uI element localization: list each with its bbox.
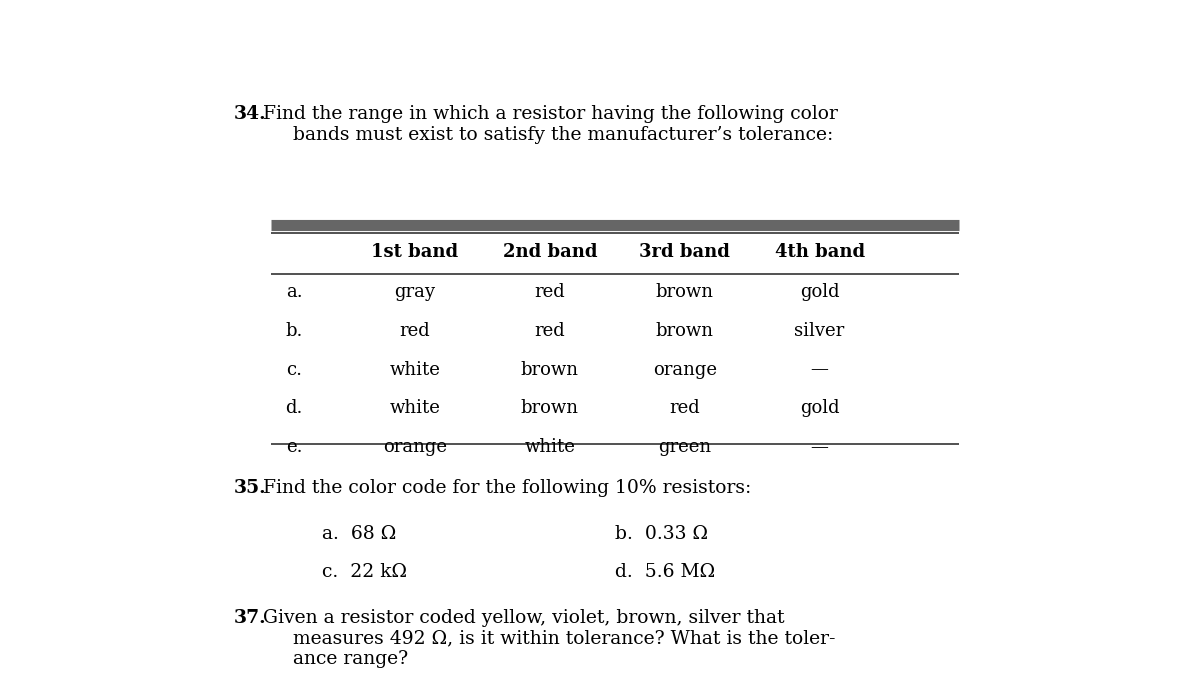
Text: 34.: 34. [234,106,266,124]
Text: —: — [811,438,828,456]
Text: gray: gray [395,283,436,301]
Text: c.: c. [286,361,302,379]
Text: orange: orange [653,361,716,379]
Text: red: red [400,322,431,340]
Text: d.: d. [286,399,302,417]
Text: Given a resistor coded yellow, violet, brown, silver that
      measures 492 Ω, : Given a resistor coded yellow, violet, b… [257,609,835,668]
Text: brown: brown [521,399,578,417]
Text: b.: b. [286,322,302,340]
Text: silver: silver [794,322,845,340]
Text: gold: gold [799,283,840,301]
Text: a.: a. [286,283,302,301]
Text: red: red [534,283,565,301]
Text: 4th band: 4th band [774,243,865,261]
Text: a.  68 Ω: a. 68 Ω [322,525,396,543]
Text: Find the color code for the following 10% resistors:: Find the color code for the following 10… [257,480,751,498]
Text: orange: orange [383,438,448,456]
Text: 1st band: 1st band [372,243,458,261]
Text: e.: e. [286,438,302,456]
Text: 37.: 37. [234,609,266,627]
Text: b.  0.33 Ω: b. 0.33 Ω [616,525,708,543]
Text: brown: brown [521,361,578,379]
Text: white: white [390,361,440,379]
Text: green: green [658,438,712,456]
Text: —: — [811,361,828,379]
Text: red: red [670,399,700,417]
Text: white: white [390,399,440,417]
Text: gold: gold [799,399,840,417]
Text: 35.: 35. [234,480,266,498]
Text: 3rd band: 3rd band [640,243,730,261]
Text: red: red [534,322,565,340]
Text: brown: brown [655,283,714,301]
Text: Find the range in which a resistor having the following color
      bands must e: Find the range in which a resistor havin… [257,106,838,144]
Text: 2nd band: 2nd band [503,243,598,261]
Text: brown: brown [655,322,714,340]
Text: white: white [524,438,575,456]
Text: c.  22 kΩ: c. 22 kΩ [322,563,407,581]
Text: d.  5.6 MΩ: d. 5.6 MΩ [616,563,715,581]
